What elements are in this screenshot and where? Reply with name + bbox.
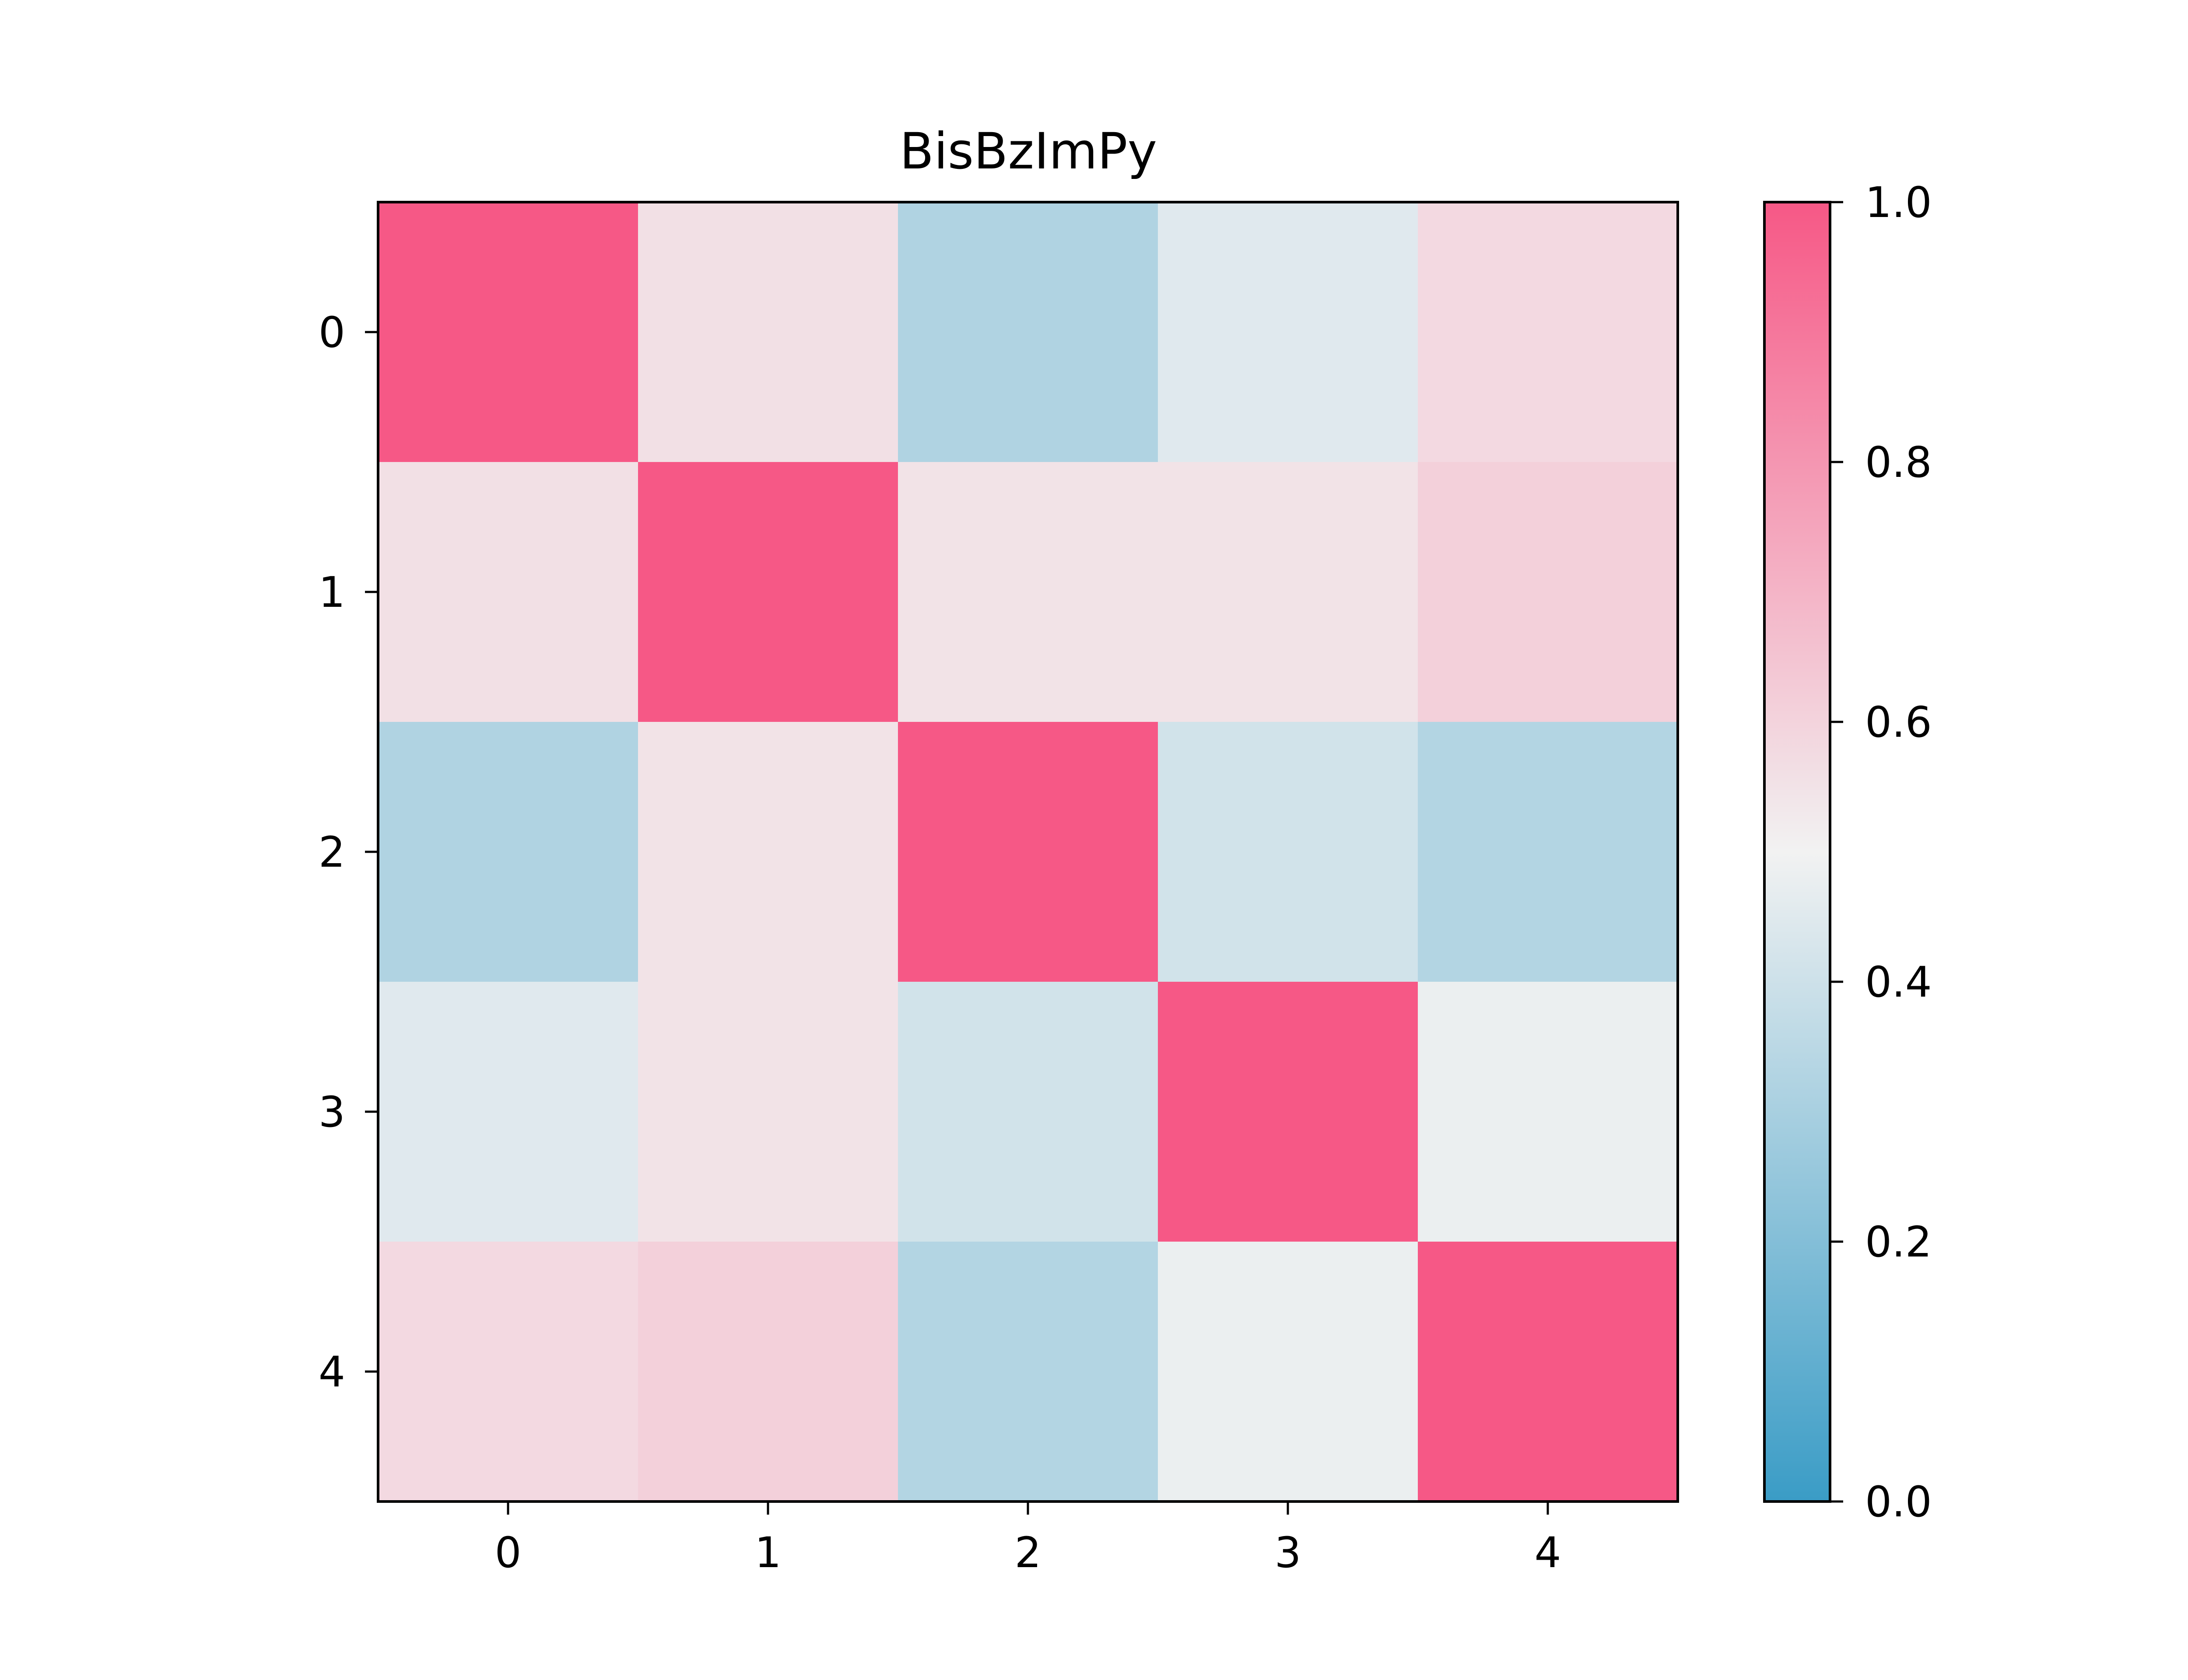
heatmap-cell-2-2 — [898, 722, 1158, 982]
y-tick-label-3: 3 — [319, 1088, 345, 1137]
colorbar-axis: 0.0 0.2 0.4 0.6 0.8 1.0 — [1830, 178, 1932, 1526]
y-tick-label-1: 1 — [319, 568, 345, 617]
heatmap-cell-0-3 — [1158, 202, 1418, 462]
heatmap-cell-4-2 — [898, 1242, 1158, 1502]
heatmap-cell-1-4 — [1418, 462, 1678, 722]
colorbar-tick-label-1: 0.2 — [1865, 1218, 1932, 1267]
colorbar — [1763, 201, 1831, 1503]
heatmap-cell-4-4 — [1418, 1242, 1678, 1502]
heatmap-cell-3-2 — [898, 982, 1158, 1242]
colorbar-tick-label-0: 0.0 — [1865, 1477, 1932, 1526]
heatmap-cell-1-3 — [1158, 462, 1418, 722]
heatmap-cells — [378, 202, 1678, 1502]
heatmap-cell-3-3 — [1158, 982, 1418, 1242]
heatmap-cell-3-1 — [638, 982, 898, 1242]
heatmap-cell-1-1 — [638, 462, 898, 722]
x-axis: 0 1 2 3 4 — [494, 1502, 1561, 1577]
heatmap-cell-0-4 — [1418, 202, 1678, 462]
heatmap-cell-0-2 — [898, 202, 1158, 462]
y-tick-label-0: 0 — [319, 308, 345, 357]
x-tick-label-4: 4 — [1534, 1528, 1561, 1577]
heatmap-cell-0-0 — [378, 202, 638, 462]
x-tick-label-2: 2 — [1014, 1528, 1041, 1577]
heatmap-cell-2-4 — [1418, 722, 1678, 982]
heatmap-cell-0-1 — [638, 202, 898, 462]
heatmap-cell-1-0 — [378, 462, 638, 722]
x-tick-label-0: 0 — [494, 1528, 521, 1577]
heatmap-cell-4-3 — [1158, 1242, 1418, 1502]
heatmap-cell-3-0 — [378, 982, 638, 1242]
colorbar-tick-label-4: 0.8 — [1865, 438, 1932, 487]
chart-title: BisBzImPy — [900, 122, 1157, 180]
colorbar-tick-label-5: 1.0 — [1865, 178, 1932, 227]
heatmap-cell-4-1 — [638, 1242, 898, 1502]
colorbar-tick-label-2: 0.4 — [1865, 958, 1932, 1007]
heatmap-cell-2-1 — [638, 722, 898, 982]
colorbar-tick-label-3: 0.6 — [1865, 698, 1932, 747]
y-axis: 0 1 2 3 4 — [319, 308, 378, 1396]
heatmap-cell-2-3 — [1158, 722, 1418, 982]
heatmap-cell-2-0 — [378, 722, 638, 982]
y-tick-label-4: 4 — [319, 1348, 345, 1396]
heatmap-cell-3-4 — [1418, 982, 1678, 1242]
y-tick-label-2: 2 — [319, 828, 345, 877]
heatmap-cell-1-2 — [898, 462, 1158, 722]
x-tick-label-3: 3 — [1274, 1528, 1301, 1577]
heatmap-cell-4-0 — [378, 1242, 638, 1502]
x-tick-label-1: 1 — [754, 1528, 781, 1577]
